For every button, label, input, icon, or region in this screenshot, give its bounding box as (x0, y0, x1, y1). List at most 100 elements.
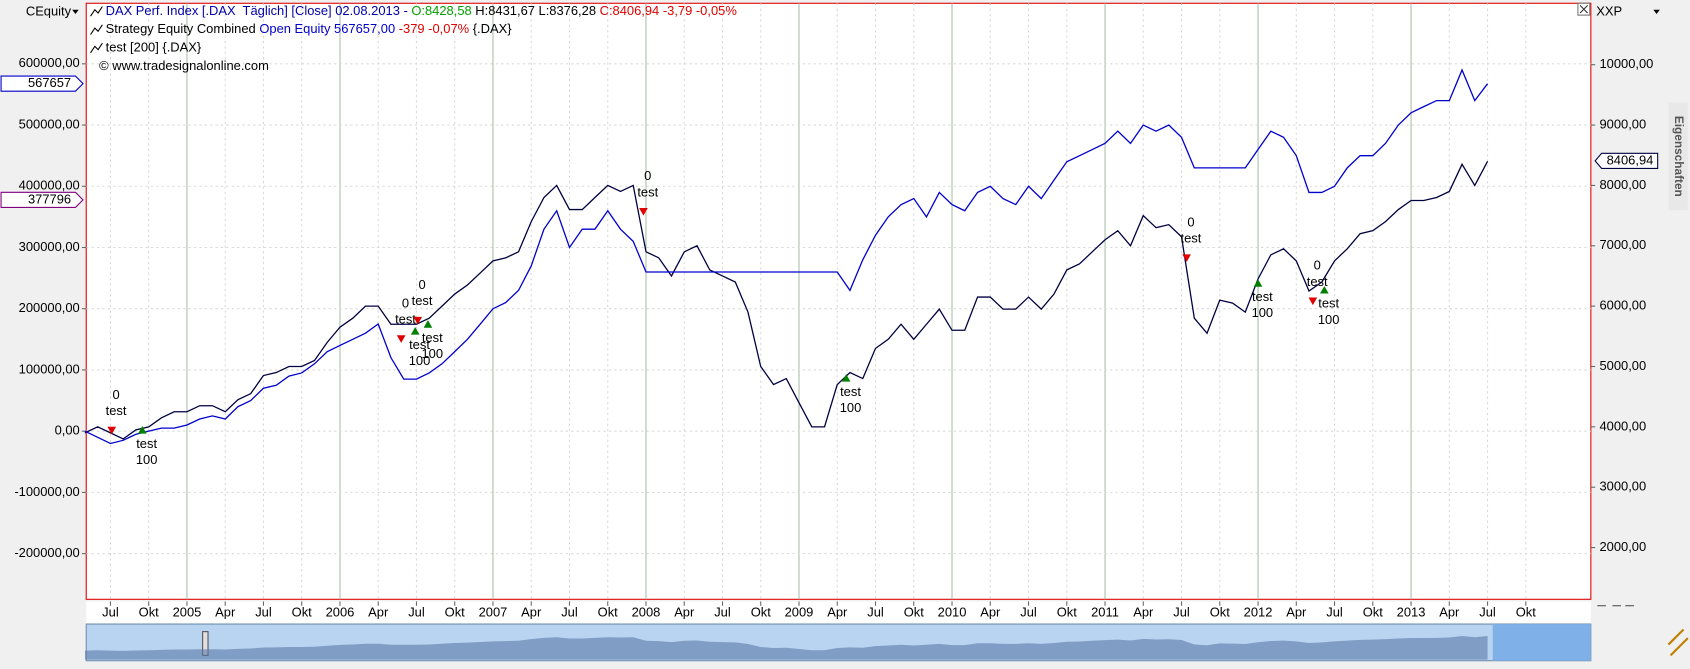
x-tick-label: Apr (827, 605, 848, 620)
x-tick-label: 2006 (326, 605, 355, 620)
buy-marker (423, 320, 433, 328)
y2-tick-label: 2000,00 (1599, 539, 1646, 554)
y2-tick-label: 5000,00 (1599, 358, 1646, 373)
trade-label: test (1181, 231, 1202, 246)
x-tick-label: Jul (408, 605, 425, 620)
price-tag-label: 567657 (28, 75, 71, 90)
header-text: Strategy Equity Combined (106, 22, 260, 37)
y-axis-title: CEquity (26, 3, 72, 18)
trade-label: test (106, 403, 127, 418)
buy-marker (410, 327, 420, 335)
trade-label: test (409, 337, 430, 352)
trade-label: test (637, 184, 658, 199)
y2-tick-label: 10000,00 (1599, 56, 1653, 71)
x-tick-label: 2009 (785, 605, 814, 620)
trade-label: 100 (1252, 305, 1274, 320)
series-line (84, 68, 1489, 445)
trade-label: test (840, 384, 861, 399)
x-tick-label: Jul (1479, 605, 1496, 620)
x-tick-label: Okt (292, 605, 313, 620)
trade-label: 0 (418, 277, 425, 292)
trade-label: 100 (409, 353, 431, 368)
x-tick-label: Jul (867, 605, 884, 620)
trade-label: 0 (644, 168, 651, 183)
series-line (84, 160, 1489, 440)
x-tick-label: Jul (714, 605, 731, 620)
x-tick-label: Apr (980, 605, 1001, 620)
y-axis-selector[interactable] (2, 2, 82, 22)
x-tick-label: Okt (1057, 605, 1078, 620)
tool-icon[interactable] (1667, 628, 1689, 657)
buy-marker (1320, 286, 1329, 294)
y2-tick-label: 3000,00 (1599, 479, 1646, 494)
y-tick-label: -200000,00 (14, 545, 79, 560)
sell-marker (396, 335, 406, 343)
header-line: DAX Perf. Index [.DAX Täglich] [Close] 0… (106, 3, 738, 18)
x-tick-label: Jul (102, 605, 119, 620)
x-tick-label: Apr (368, 605, 389, 620)
price-tag (1594, 152, 1659, 169)
x-tick-label: Okt (1363, 605, 1384, 620)
trade-label: 0 (1187, 215, 1194, 230)
header-text: DAX Perf. Index [.DAX Täglich] [Close] 0… (106, 3, 412, 18)
price-tag-label: 8406,94 (1607, 152, 1654, 167)
x-tick-label: Jul (1326, 605, 1343, 620)
x-tick-label: Okt (904, 605, 925, 620)
y2-tick-label: 9000,00 (1599, 116, 1646, 131)
x-tick-label: 2008 (632, 605, 661, 620)
navigator-area (84, 635, 1488, 660)
dropdown-arrow[interactable] (72, 9, 79, 15)
x-tick-label: Apr (674, 605, 695, 620)
header-text: -379 -0,07% (395, 22, 469, 37)
x-tick-label: Jul (1173, 605, 1190, 620)
x-tick-label: Apr (1133, 605, 1154, 620)
trade-label: test (395, 312, 416, 327)
x-tick-label: Apr (215, 605, 236, 620)
x-tick-label: 2007 (479, 605, 508, 620)
x-tick-label: 2010 (938, 605, 967, 620)
header-text: C:8406,94 -3,79 -0,05% (600, 3, 738, 18)
trade-label: test (422, 330, 443, 345)
y2-tick-label: 4000,00 (1599, 418, 1646, 433)
x-tick-label: Okt (445, 605, 466, 620)
x-tick-label: Jul (255, 605, 272, 620)
side-tab-label[interactable]: Eigenschaften (1672, 116, 1686, 197)
trade-label: test (1307, 274, 1328, 289)
navigator-window[interactable] (1492, 624, 1591, 661)
header-text: O:8428,58 (411, 3, 471, 18)
x-tick-label: Apr (1286, 605, 1307, 620)
y-tick-label: 100000,00 (19, 361, 80, 376)
trade-label: 100 (136, 452, 158, 467)
header-line: © www.tradesignalonline.com (99, 58, 269, 73)
trade-label: test (412, 293, 433, 308)
header-icon (90, 24, 103, 35)
dropdown-arrow[interactable] (1653, 9, 1660, 15)
close-icon (1579, 5, 1588, 14)
trade-label: 100 (1318, 312, 1340, 327)
trade-label: 100 (840, 400, 862, 415)
trade-label: 0 (402, 295, 409, 310)
sell-marker (1308, 297, 1318, 306)
header-line: test [200] {.DAX} (106, 40, 202, 55)
header-text: {.DAX} (469, 22, 512, 37)
y-tick-label: 600000,00 (19, 55, 80, 70)
header-text: test [200] {.DAX} (106, 40, 202, 55)
side-tab[interactable] (1668, 102, 1688, 211)
y2-axis-title: XXP (1596, 3, 1622, 18)
x-tick-label: Okt (751, 605, 772, 620)
header-line: Strategy Equity Combined Open Equity 567… (106, 22, 513, 37)
x-tick-label: Apr (1439, 605, 1460, 620)
y2-axis-selector[interactable] (1592, 2, 1665, 22)
trade-label: test (136, 436, 157, 451)
buy-marker (841, 374, 851, 382)
header-icon (90, 42, 103, 54)
trade-label: 100 (421, 346, 443, 361)
sell-marker (1182, 254, 1191, 262)
y2-tick-label: 8000,00 (1599, 177, 1646, 192)
plot-area (85, 2, 1592, 600)
header-text: H:8431,67 L:8376,28 (472, 3, 600, 18)
trade-label: 0 (1314, 258, 1321, 273)
x-tick-label: Jul (561, 605, 578, 620)
